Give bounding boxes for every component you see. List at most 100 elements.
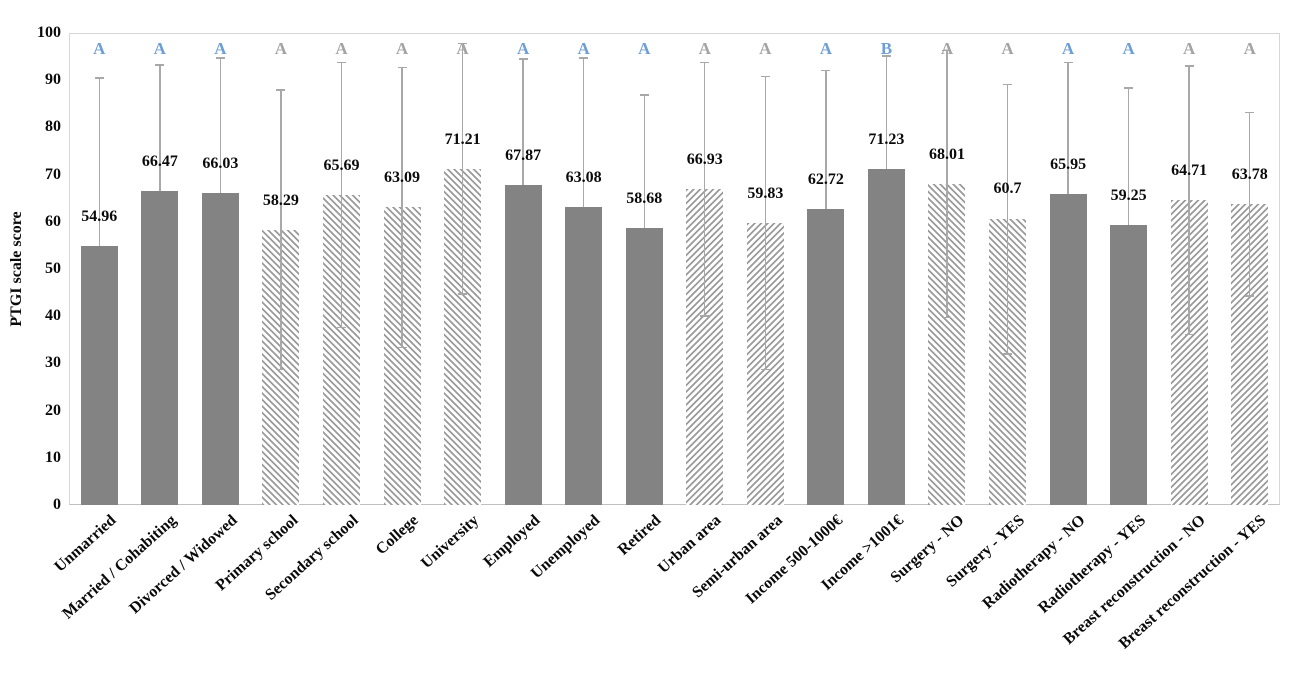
bar-value-label: 59.83 — [747, 184, 784, 202]
error-bar — [159, 64, 161, 192]
bar-group: 59.25 A — [1098, 33, 1159, 505]
bar-value-label: 63.78 — [1231, 165, 1268, 183]
error-bar-cap-top — [700, 61, 710, 64]
bar — [807, 208, 845, 505]
bar-group: 68.01 A — [917, 33, 978, 505]
bar-group: 54.96 A — [69, 33, 130, 505]
bar — [80, 245, 118, 505]
significance-letter: A — [1061, 39, 1075, 58]
significance-letter: A — [153, 39, 166, 58]
bar — [141, 191, 179, 505]
significance-letter: A — [335, 39, 348, 58]
significance-letter: A — [93, 39, 106, 58]
error-bar-cap-top — [336, 61, 346, 64]
bar-group: 66.93 A — [675, 33, 736, 505]
x-axis-labels: Unmarried Married / Cohabiting Divorced / … — [51, 511, 1280, 694]
significance-letter: A — [940, 39, 954, 58]
bar-value-label: 66.47 — [141, 153, 178, 171]
significance-letter: A — [1243, 39, 1256, 58]
error-bar — [582, 57, 585, 208]
significance-letter: A — [214, 39, 227, 58]
bar-group: 65.95 A — [1038, 33, 1099, 505]
error-bar — [401, 66, 403, 349]
x-axis-label: College — [373, 511, 423, 559]
error-bar-cap-bottom — [760, 368, 770, 370]
y-axis-tick-label: 70 — [45, 165, 61, 183]
error-bar — [1249, 111, 1251, 297]
error-bar — [1067, 61, 1069, 194]
error-bar — [885, 55, 888, 169]
error-bar — [98, 77, 100, 246]
significance-letter: A — [274, 39, 288, 58]
y-axis-tick-label: 30 — [45, 354, 61, 372]
error-bar — [340, 61, 343, 328]
x-axis-label: Radiotherapy - NO — [978, 511, 1089, 613]
y-axis-tick-label: 90 — [45, 71, 61, 89]
error-bar — [1006, 83, 1009, 355]
significance-letter: B — [880, 39, 893, 58]
error-bar-cap-top — [760, 75, 770, 78]
y-axis-tick-label: 60 — [45, 212, 61, 230]
error-bar-cap-top — [639, 94, 649, 96]
x-axis-label: Retired — [614, 511, 665, 559]
bar-group: 63.78 A — [1219, 33, 1280, 505]
bar-value-label: 66.93 — [686, 151, 723, 169]
bar-group: 59.83 A — [735, 33, 796, 505]
bar-value-label: 59.25 — [1110, 187, 1147, 205]
plot-area: 54.96 A 66.47 A 66.03 A 58.29 A 65.69 A 63.09 A 71.2… — [69, 33, 1280, 505]
error-bar-cap-top — [1245, 111, 1255, 114]
y-axis-tick-label: 20 — [45, 401, 61, 419]
bar-group: 71.23 B — [856, 33, 917, 505]
error-bar-cap-bottom — [397, 346, 407, 349]
error-bar-cap-top — [1124, 87, 1134, 89]
error-bar — [219, 57, 222, 194]
y-axis-tick-label: 10 — [45, 448, 61, 466]
bar-group: 58.29 A — [251, 33, 312, 505]
bar-group: 58.68 A — [614, 33, 675, 505]
error-bar-cap-top — [881, 55, 891, 57]
bar-value-label: 71.21 — [444, 130, 481, 148]
bar-value-label: 63.09 — [384, 169, 421, 187]
bar-value-label: 65.95 — [1050, 155, 1087, 173]
error-bar-cap-top — [94, 77, 104, 79]
error-bar-cap-top — [1063, 61, 1073, 64]
bar-value-label: 71.23 — [868, 130, 905, 148]
error-bar — [1127, 87, 1130, 226]
bar-value-label: 62.72 — [807, 170, 844, 188]
error-bar-cap-top — [821, 69, 831, 72]
x-axis-label: Radiotherapy - YES — [1034, 511, 1149, 617]
bar-group: 66.47 A — [130, 33, 191, 505]
significance-letter: A — [1001, 39, 1014, 58]
significance-letter: A — [638, 39, 651, 58]
bar-group: 62.72 A — [796, 33, 857, 505]
error-bar-cap-top — [155, 64, 165, 66]
y-axis-tick-label: 40 — [45, 307, 61, 325]
error-bar-cap-bottom — [1003, 353, 1013, 355]
error-bar-cap-top — [215, 57, 225, 59]
error-bar-cap-bottom — [700, 315, 710, 317]
bar — [1049, 193, 1087, 505]
bar-value-label: 63.08 — [565, 169, 602, 187]
error-bar — [643, 94, 645, 229]
y-axis-tick-label: 0 — [53, 496, 61, 513]
error-bar-cap-top — [518, 58, 528, 60]
bar-group: 66.03 A — [190, 33, 251, 505]
error-bar — [825, 69, 827, 209]
error-bar — [764, 75, 766, 370]
significance-letter: A — [1122, 39, 1135, 58]
error-bar — [704, 61, 706, 317]
y-axis-tick-labels: 0 10 20 30 40 50 60 70 80 90 100 — [0, 24, 61, 513]
error-bar — [280, 89, 282, 371]
error-bar-cap-top — [458, 42, 468, 45]
significance-letter: A — [819, 39, 832, 58]
bar-value-label: 58.68 — [626, 190, 663, 208]
error-bar-cap-top — [1003, 83, 1013, 85]
error-bar-cap-top — [397, 66, 407, 68]
bar-group: 67.87 A — [493, 33, 554, 505]
x-axis-label: Married / Cohabiting — [59, 511, 180, 623]
y-axis-tick-label: 50 — [45, 260, 61, 277]
significance-letter: A — [456, 39, 469, 58]
bar-group: 63.08 A — [553, 33, 614, 505]
error-bar-cap-top — [1184, 65, 1194, 67]
